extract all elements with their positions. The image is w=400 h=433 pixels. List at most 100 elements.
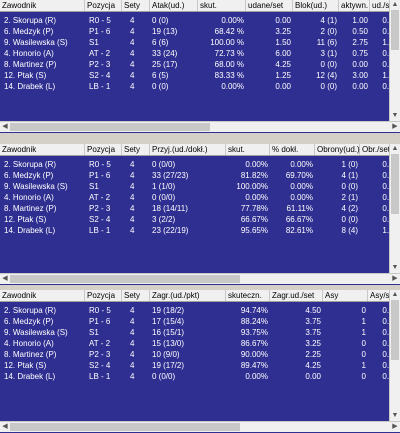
table-cell: 3.75	[305, 328, 321, 337]
column-header[interactable]: Asy	[323, 290, 368, 301]
column-header[interactable]: Sety	[122, 0, 150, 11]
table-row[interactable]: 6. Medzyk (P) P1 - 6 4 33 (27/23) 81.82% 69.7…	[0, 170, 398, 181]
table-row[interactable]: 9. Wasilewska (S) S1 4 16 (15/1) 93.75% 3.75 1…	[0, 327, 398, 338]
scroll-down-icon[interactable]: ▼	[391, 264, 399, 271]
column-header[interactable]: Obrony(ud.)	[317, 144, 360, 155]
table-row[interactable]: 12. Ptak (S) S2 - 4 4 3 (2/2) 66.67% 66.67% 0 …	[0, 214, 398, 225]
scroll-up-icon[interactable]: ▲	[391, 1, 399, 8]
table-cell: 0	[361, 372, 366, 381]
scroll-left-icon[interactable]: ◀	[2, 423, 8, 430]
column-header[interactable]: Atak(ud.)	[150, 0, 198, 11]
horizontal-scrollbar[interactable]: ◀ ▶	[0, 121, 400, 132]
table-row[interactable]: 4. Honorio (A) AT - 2 4 0 (0/0) 0.00% 0.00% 2 …	[0, 192, 398, 203]
vertical-scrollbar[interactable]: ▲ ▼	[389, 0, 400, 121]
column-header[interactable]: Zawodnik	[0, 144, 85, 155]
column-header[interactable]: udane/set	[246, 0, 293, 11]
table-cell: P1 - 6	[89, 171, 111, 180]
column-header[interactable]: aktywn.	[341, 0, 370, 11]
table-cell: 0.00%	[290, 182, 313, 191]
table-row[interactable]: 9. Wasilewska (S) S1 4 1 (1/0) 100.00% 0.00% 0…	[0, 181, 398, 192]
scrollbar-thumb[interactable]	[10, 423, 240, 431]
table-cell: 4. Honorio (A)	[4, 193, 54, 202]
table-cell: 4	[130, 361, 135, 370]
scrollbar-thumb[interactable]	[10, 275, 240, 283]
table-cell: 77.78%	[240, 204, 268, 213]
table-row[interactable]: 8. Martinez (P) P2 - 3 4 25 (17) 68.00 % 4.25…	[0, 59, 398, 70]
table-cell: 4	[130, 193, 135, 202]
column-header[interactable]: Pozycja	[85, 290, 122, 301]
column-header[interactable]: skut.	[226, 144, 270, 155]
table-cell: 33 (27/23)	[152, 171, 189, 180]
table-row[interactable]: 2. Skorupa (R) R0 - 5 4 19 (18/2) 94.74% 4.50…	[0, 305, 398, 316]
table-cell: 12. Ptak (S)	[4, 361, 47, 370]
table-cell: P1 - 6	[89, 27, 111, 36]
table-cell: 2. Skorupa (R)	[4, 306, 57, 315]
column-header[interactable]: Sety	[122, 144, 150, 155]
table-row[interactable]: 6. Medzyk (P) P1 - 6 4 17 (15/4) 88.24% 3.75 1…	[0, 316, 398, 327]
scroll-right-icon[interactable]: ▶	[392, 275, 398, 282]
scroll-left-icon[interactable]: ◀	[2, 275, 8, 282]
table-cell: S2 - 4	[89, 71, 111, 80]
scroll-down-icon[interactable]: ▼	[391, 412, 399, 419]
table-row[interactable]: 2. Skorupa (R) R0 - 5 4 0 (0/0) 0.00% 0.00% 1 …	[0, 159, 398, 170]
column-header[interactable]: % dokł.	[270, 144, 315, 155]
column-header[interactable]: Zawodnik	[0, 0, 85, 11]
horizontal-scrollbar[interactable]: ◀ ▶	[0, 273, 400, 284]
table-cell: 81.82%	[240, 171, 268, 180]
table-cell: 4	[130, 71, 135, 80]
table-row[interactable]: 8. Martinez (P) P2 - 3 4 10 (9/0) 90.00% 2.25…	[0, 349, 398, 360]
scrollbar-thumb[interactable]	[391, 300, 399, 360]
scroll-up-icon[interactable]: ▲	[391, 291, 399, 298]
table-row[interactable]: 4. Honorio (A) AT - 2 4 33 (24) 72.73 % 6.00 3…	[0, 48, 398, 59]
table-cell: 4	[130, 49, 135, 58]
table-cell: 82.61%	[285, 226, 313, 235]
table-cell: 6. Medzyk (P)	[4, 27, 54, 36]
column-header[interactable]: Blok(ud.)	[293, 0, 339, 11]
scroll-right-icon[interactable]: ▶	[392, 423, 398, 430]
table-cell: 69.70%	[285, 171, 313, 180]
table-row[interactable]: 6. Medzyk (P) P1 - 6 4 19 (13) 68.42 % 3.25 2 …	[0, 26, 398, 37]
table-cell: 19 (18/2)	[152, 306, 185, 315]
table-cell: 0.00%	[245, 193, 268, 202]
table-cell: 1.00	[352, 16, 368, 25]
vertical-scrollbar[interactable]: ▲ ▼	[389, 290, 400, 421]
column-header[interactable]: Sety	[122, 290, 150, 301]
table-cell: 4	[130, 182, 135, 191]
column-header[interactable]: Przyj.(ud./dokł.)	[150, 144, 226, 155]
table-cell: 6 (5)	[152, 71, 169, 80]
table-row[interactable]: 14. Drabek (L)LB - 140 (0/0)0.00%0.0000.…	[0, 371, 398, 382]
column-header[interactable]: Zawodnik	[0, 290, 85, 301]
table-row[interactable]: 4. Honorio (A) AT - 2 4 15 (13/0) 86.67% 3.25…	[0, 338, 398, 349]
column-header[interactable]: Zagr.ud./set	[270, 290, 323, 301]
table-cell: 3 (1)	[320, 49, 337, 58]
scrollbar-thumb[interactable]	[391, 10, 399, 50]
table-cell: 6.00	[275, 49, 291, 58]
table-cell: 0.00	[352, 60, 368, 69]
table-row[interactable]: 9. Wasilewska (S) S1 4 6 (6) 100.00 % 1.50 11 …	[0, 37, 398, 48]
column-header[interactable]: skut.	[198, 0, 246, 11]
scroll-right-icon[interactable]: ▶	[392, 123, 398, 130]
table-cell: 1.50	[275, 38, 291, 47]
scroll-down-icon[interactable]: ▼	[391, 112, 399, 119]
table-cell: 4. Honorio (A)	[4, 49, 54, 58]
column-header[interactable]: Zagr.(ud./pkt)	[150, 290, 226, 301]
horizontal-scrollbar[interactable]: ◀ ▶	[0, 421, 400, 432]
scroll-left-icon[interactable]: ◀	[2, 123, 8, 130]
table-cell: 8. Martinez (P)	[4, 204, 57, 213]
table-cell: 88.24%	[240, 317, 268, 326]
scrollbar-thumb[interactable]	[10, 123, 210, 131]
column-header[interactable]: skuteczn.	[226, 290, 270, 301]
table-row[interactable]: 8. Martinez (P) P2 - 3 4 18 (14/11) 77.78% 61…	[0, 203, 398, 214]
scroll-up-icon[interactable]: ▲	[391, 145, 399, 152]
reception-stats-table: Zawodnik Pozycja Sety Przyj.(ud./dokł.) skut…	[0, 144, 400, 285]
table-cell: 23 (22/19)	[152, 226, 189, 235]
column-header[interactable]: Pozycja	[85, 144, 122, 155]
table-row[interactable]: 12. Ptak (S) S2 - 4 4 6 (5) 83.33 % 1.25 12 (4…	[0, 70, 398, 81]
column-header[interactable]: Pozycja	[85, 0, 122, 11]
scrollbar-thumb[interactable]	[391, 154, 399, 214]
vertical-scrollbar[interactable]: ▲ ▼	[389, 144, 400, 273]
table-row[interactable]: 14. Drabek (L) LB - 1 4 0 (0) 0.00% 0.00 0 (0)…	[0, 81, 398, 92]
table-row[interactable]: 14. Drabek (L) LB - 1 4 23 (22/19) 95.65% 82.…	[0, 225, 398, 236]
table-row[interactable]: 2. Skorupa (R) R0 - 5 4 0 (0) 0.00% 0.00 4 (1)…	[0, 15, 398, 26]
